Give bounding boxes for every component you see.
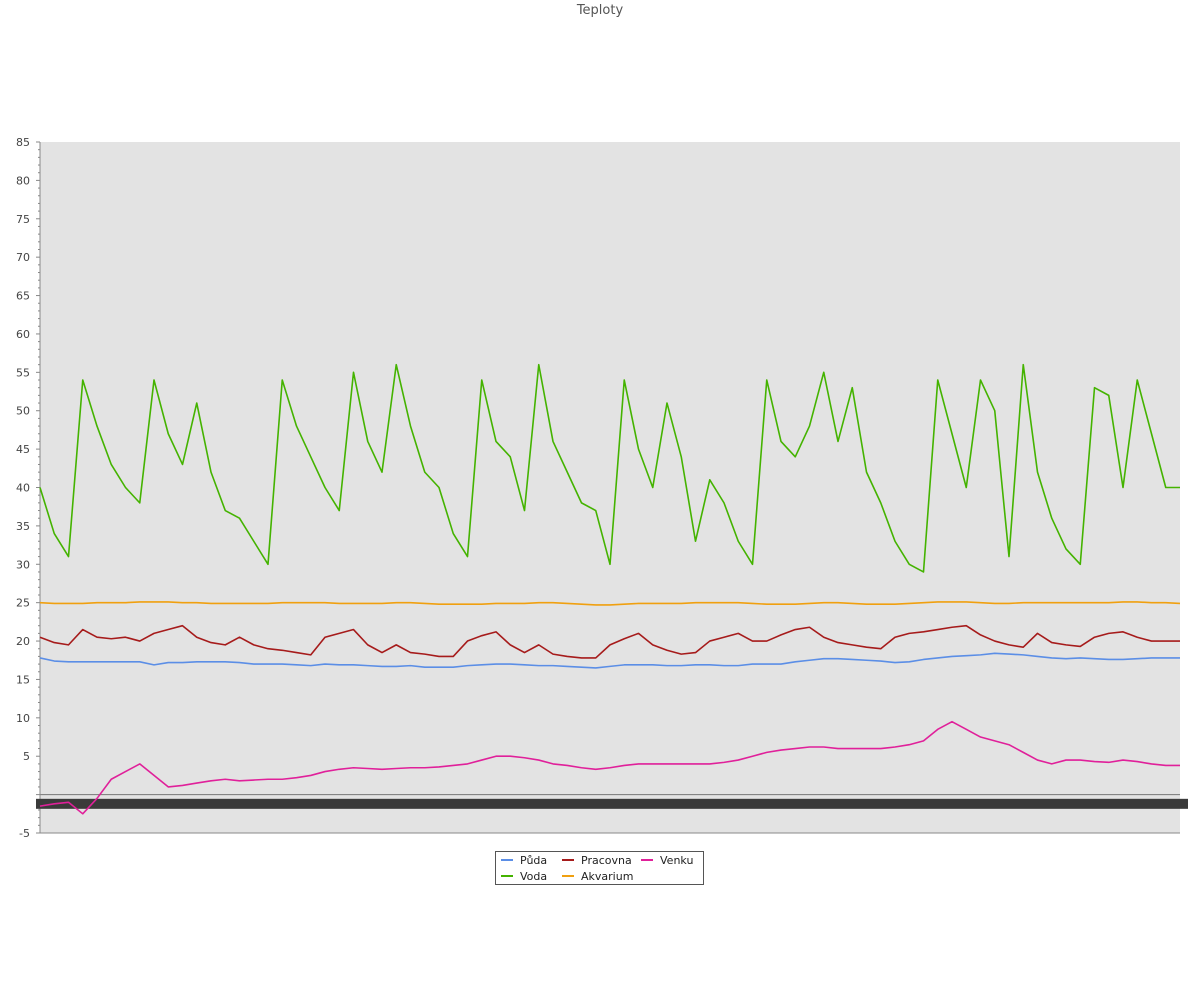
- legend-label: Pracovna: [581, 854, 632, 867]
- y-tick-label: 15: [16, 673, 30, 686]
- y-tick-label: 5: [23, 750, 30, 763]
- legend-swatch: [501, 875, 513, 877]
- legend-label: Půda: [520, 854, 548, 867]
- y-tick-label: 35: [16, 520, 30, 533]
- legend-label: Venku: [660, 854, 694, 867]
- series-line-venku: [39, 720, 1180, 815]
- y-tick-label: 30: [16, 558, 30, 571]
- series-line-akvarium: [39, 601, 1181, 606]
- y-tick-label: 65: [16, 290, 30, 303]
- y-tick-label: 25: [16, 597, 30, 610]
- legend-item: Pracovna: [562, 854, 632, 867]
- y-tick-label: 45: [16, 443, 30, 456]
- y-tick-label: 10: [16, 712, 30, 725]
- legend-swatch: [501, 859, 513, 861]
- y-tick-label: 85: [16, 136, 30, 149]
- chart-title: Teploty: [576, 3, 624, 18]
- legend: Půda Voda Pracovna Akvarium Venku: [495, 851, 704, 885]
- y-tick-label: -5: [19, 827, 30, 840]
- legend-label: Voda: [520, 870, 548, 883]
- y-tick-label: 20: [16, 635, 30, 648]
- series-line-voda: [39, 363, 1180, 573]
- legend-swatch: [641, 859, 653, 861]
- y-tick-label: 50: [16, 405, 30, 418]
- legend-item: Venku: [641, 854, 693, 867]
- y-tick-label: 60: [16, 328, 30, 341]
- x-axis-label-band: [36, 798, 1188, 809]
- y-tick-label: 40: [16, 482, 30, 495]
- y-tick-label: 70: [16, 251, 30, 264]
- legend-swatch: [562, 875, 574, 877]
- legend-item: Voda: [501, 870, 547, 883]
- y-tick-label: 75: [16, 213, 30, 226]
- y-tick-label: 80: [16, 174, 30, 187]
- plot-area: [40, 142, 1180, 833]
- y-tick-label: 55: [16, 366, 30, 379]
- series-line-půda: [39, 652, 1180, 669]
- legend-label: Akvarium: [581, 870, 634, 883]
- legend-item: Akvarium: [562, 870, 633, 883]
- legend-item: Půda: [501, 854, 547, 867]
- series-line-pracovna: [39, 624, 1180, 659]
- legend-swatch: [562, 859, 574, 861]
